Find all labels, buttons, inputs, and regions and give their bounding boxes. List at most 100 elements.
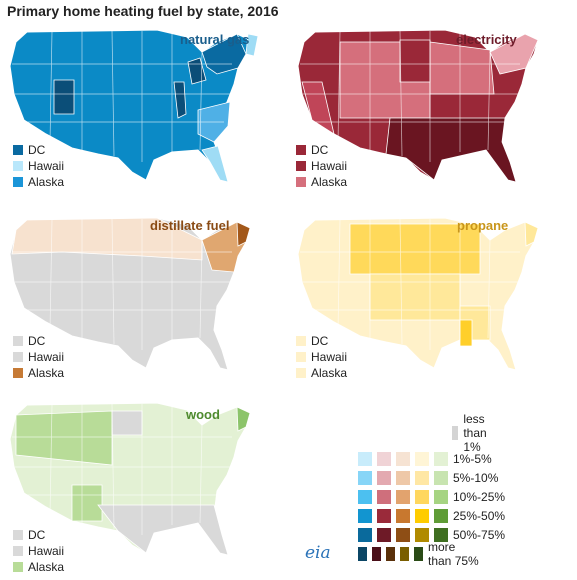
- wood-legend: DC Hawaii Alaska: [13, 527, 64, 575]
- legend-hawaii: Hawaii: [13, 543, 64, 558]
- scale-swatch: [415, 452, 429, 466]
- distillate-fuel-label: distillate fuel: [150, 218, 230, 233]
- legend-dc: DC: [296, 142, 347, 157]
- scale-swatch: [358, 452, 372, 466]
- state-utah: [53, 79, 75, 115]
- electricity-legend: DC Hawaii Alaska: [296, 142, 347, 190]
- state-florida: [201, 145, 229, 183]
- scale-swatch: [377, 490, 391, 504]
- scale-label: more than 75%: [428, 540, 479, 568]
- state-borders: [12, 30, 234, 162]
- scale-swatch: [386, 547, 395, 561]
- legend-dc: DC: [296, 333, 347, 348]
- scale-swatch: [358, 471, 372, 485]
- state-northwest: [15, 410, 113, 466]
- natural-gas-map-panel: natural gas DC Hawaii Alaska: [2, 22, 272, 207]
- legend-alaska: Alaska: [13, 174, 64, 189]
- scale-row: 25%-50%: [358, 509, 505, 523]
- page-title: Primary home heating fuel by state, 2016: [7, 3, 279, 19]
- scale-row: 10%-25%: [358, 490, 505, 504]
- scale-row: 50%-75%: [358, 528, 505, 542]
- state-borders: [300, 218, 522, 350]
- scale-swatch-gray: [452, 426, 459, 440]
- state-new-mexico: [71, 484, 103, 522]
- scale-swatch: [396, 452, 410, 466]
- state-mississippi: [459, 319, 473, 347]
- scale-swatch: [434, 471, 448, 485]
- state-plains: [369, 273, 461, 321]
- distillate-fuel-legend: DC Hawaii Alaska: [13, 333, 64, 381]
- scale-swatch: [377, 528, 391, 542]
- legend-alaska: Alaska: [296, 365, 347, 380]
- scale-swatch: [415, 471, 429, 485]
- scale-label: 25%-50%: [453, 509, 506, 523]
- wood-map-panel: wood DC Hawaii Alaska: [2, 395, 272, 580]
- eia-logo: eia: [305, 543, 331, 563]
- scale-swatch: [377, 471, 391, 485]
- scale-swatch: [434, 452, 448, 466]
- scale-row: 5%-10%: [358, 471, 498, 485]
- natural-gas-legend: DC Hawaii Alaska: [13, 142, 64, 190]
- scale-swatch: [396, 509, 410, 523]
- scale-swatch: [396, 528, 410, 542]
- scale-swatch: [358, 528, 372, 542]
- state-new-england: [524, 221, 539, 247]
- legend-hawaii: Hawaii: [13, 158, 64, 173]
- state-borders: [12, 218, 234, 350]
- wood-label: wood: [186, 407, 220, 422]
- scale-row: 1%-5%: [358, 452, 492, 466]
- distillate-fuel-map: [9, 217, 251, 371]
- scale-label: 5%-10%: [453, 471, 499, 485]
- legend-alaska: Alaska: [13, 559, 64, 574]
- scale-swatch: [414, 547, 423, 561]
- scale-row: more than 75%: [358, 540, 480, 568]
- scale-swatch: [434, 528, 448, 542]
- state-maine: [245, 33, 259, 57]
- state-california: [301, 81, 335, 135]
- propane-map: [297, 217, 539, 371]
- legend-hawaii: Hawaii: [13, 349, 64, 364]
- state-dakotas: [399, 39, 431, 83]
- scale-swatch: [434, 509, 448, 523]
- scale-label: 1%-5%: [453, 452, 492, 466]
- legend-alaska: Alaska: [296, 174, 347, 189]
- state-south-gray: [97, 504, 229, 556]
- state-upper-midwest: [349, 223, 481, 275]
- state-borders: [12, 403, 234, 535]
- scale-swatch: [396, 471, 410, 485]
- scale-swatch: [400, 547, 409, 561]
- scale-swatch: [396, 490, 410, 504]
- scale-swatch: [415, 528, 429, 542]
- scale-swatch: [415, 509, 429, 523]
- electricity-label: electricity: [456, 32, 517, 47]
- scale-swatch: [358, 490, 372, 504]
- scale-swatch: [377, 509, 391, 523]
- natural-gas-label: natural gas: [180, 32, 250, 47]
- state-midwest: [429, 41, 495, 95]
- natural-gas-map: [9, 29, 259, 183]
- scale-label: 50%-75%: [453, 528, 506, 542]
- scale-swatch: [415, 490, 429, 504]
- legend-hawaii: Hawaii: [296, 349, 347, 364]
- legend-dc: DC: [13, 527, 64, 542]
- state-new-england: [236, 406, 251, 432]
- propane-legend: DC Hawaii Alaska: [296, 333, 347, 381]
- electricity-map-panel: electricity DC Hawaii Alaska: [290, 22, 560, 207]
- electricity-map: [297, 29, 539, 183]
- scale-swatch: [358, 509, 372, 523]
- legend-hawaii: Hawaii: [296, 158, 347, 173]
- scale-less-than-1: less than 1%: [452, 412, 494, 454]
- scale-swatch: [377, 452, 391, 466]
- propane-map-panel: propane DC Hawaii Alaska: [290, 210, 560, 395]
- scale-swatch: [434, 490, 448, 504]
- state-borders: [300, 30, 522, 162]
- scale-swatch: [372, 547, 381, 561]
- state-dakota-gray: [111, 410, 143, 436]
- legend-dc: DC: [13, 333, 64, 348]
- state-south: [385, 117, 517, 183]
- distillate-fuel-map-panel: distillate fuel DC Hawaii Alaska: [2, 210, 272, 395]
- state-new-england: [236, 221, 251, 247]
- propane-label: propane: [457, 218, 509, 233]
- state-illinois: [173, 81, 187, 119]
- legend-alaska: Alaska: [13, 365, 64, 380]
